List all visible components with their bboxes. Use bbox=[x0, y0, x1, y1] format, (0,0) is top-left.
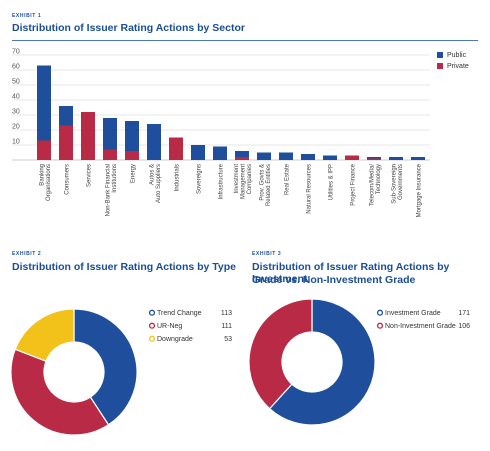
slice-non-investment-grade bbox=[248, 298, 313, 410]
bar-public bbox=[367, 157, 381, 159]
exhibit-3-label: EXHIBIT 3 bbox=[252, 251, 282, 257]
exhibit-1-title: Distribution of Issuer Rating Actions by… bbox=[12, 22, 245, 34]
x-category-label: Companies bbox=[247, 164, 253, 194]
bar-public bbox=[125, 121, 139, 151]
bar-public bbox=[37, 65, 51, 141]
bar-public bbox=[147, 124, 161, 160]
x-category-label: Organisations bbox=[46, 164, 52, 201]
legend-value: 53 bbox=[224, 336, 232, 343]
legend-marker bbox=[148, 322, 156, 329]
y-tick-label: 40 bbox=[12, 94, 20, 101]
x-category-label: Utilities & IPP bbox=[329, 164, 335, 200]
exhibit-3-title-line1: Distribution of Issuer Rating Actions by… bbox=[252, 261, 450, 285]
x-category-label: Natural Resources bbox=[307, 164, 313, 214]
x-category-label: Investment bbox=[234, 164, 240, 194]
x-category-label: Consumers bbox=[65, 164, 71, 195]
legend-marker bbox=[376, 322, 384, 329]
exhibit-2-label: EXHIBIT 2 bbox=[12, 251, 42, 257]
y-tick-label: 60 bbox=[12, 64, 20, 71]
legend-value: 111 bbox=[221, 323, 232, 330]
x-category-label: Management bbox=[241, 164, 247, 199]
x-category-label: Autos & bbox=[149, 164, 155, 185]
legend-label: UR-Neg bbox=[157, 323, 182, 330]
bar-public bbox=[191, 145, 205, 160]
bar-public bbox=[213, 146, 227, 160]
bar-public bbox=[103, 118, 117, 150]
x-category-label: Real Estate bbox=[285, 163, 291, 195]
x-category-label: Technology bbox=[376, 164, 382, 194]
legend-label: Trend Change bbox=[157, 310, 202, 317]
bar-public bbox=[411, 157, 425, 160]
y-tick-label: 10 bbox=[12, 139, 20, 146]
x-category-label: Banking bbox=[39, 164, 45, 186]
x-category-label: Sub-Sovereign bbox=[391, 164, 397, 204]
legend-marker bbox=[148, 335, 156, 342]
slice-ur-neg bbox=[10, 348, 110, 436]
bar-public bbox=[279, 152, 293, 160]
bar-private bbox=[81, 112, 95, 160]
y-tick-label: 50 bbox=[12, 79, 20, 86]
bar-private bbox=[125, 151, 139, 160]
x-category-label: Non-Bank Financial bbox=[105, 164, 111, 216]
legend-marker bbox=[148, 309, 156, 316]
legend-label: Investment Grade bbox=[385, 310, 441, 317]
bar-public bbox=[257, 152, 271, 160]
x-category-label: Telecom/Media/ bbox=[369, 164, 375, 206]
y-tick-label: 70 bbox=[12, 49, 20, 56]
bar-private bbox=[345, 155, 359, 160]
bar-private bbox=[103, 149, 117, 160]
exhibit-3-title-line2: Grade vs. Non-Investment Grade bbox=[252, 274, 416, 286]
slice-investment-grade bbox=[268, 298, 376, 426]
bar-public bbox=[235, 151, 249, 157]
x-category-label: Industrials bbox=[175, 164, 181, 191]
exhibit-1-rule bbox=[12, 40, 478, 41]
exhibit-1-label: EXHIBIT 1 bbox=[12, 13, 42, 19]
legend-swatch-private bbox=[437, 63, 443, 69]
x-category-label: Energy bbox=[131, 164, 137, 183]
bar-public bbox=[323, 155, 337, 160]
legend-label: Downgrade bbox=[157, 336, 193, 343]
rating-type-donut: Trend Change 113 UR-Neg 111 Downgrade 53 bbox=[10, 308, 232, 436]
bar-private bbox=[37, 140, 51, 160]
bar-private bbox=[235, 157, 249, 160]
x-category-label: Project Finance bbox=[351, 163, 357, 205]
legend-value: 113 bbox=[221, 310, 232, 317]
x-category-label: Related Entities bbox=[266, 164, 272, 206]
sector-bar-chart: 10 20 30 40 50 60 70 Banking Organisations Consum… bbox=[12, 49, 469, 217]
legend-value: 171 bbox=[458, 310, 470, 317]
y-tick-label: 20 bbox=[12, 124, 20, 131]
bar-public bbox=[301, 154, 315, 160]
slice-downgrade bbox=[14, 308, 75, 362]
legend-label-private: Private bbox=[447, 63, 469, 70]
legend-swatch-public bbox=[437, 52, 443, 58]
legend-label-public: Public bbox=[447, 52, 467, 59]
x-category-label: Mortgage Insurance bbox=[417, 163, 423, 217]
bar-private bbox=[59, 125, 73, 160]
x-category-label: Institutions bbox=[112, 164, 118, 193]
legend-label: Non-Investment Grade bbox=[385, 323, 456, 330]
slice-trend-change bbox=[73, 308, 138, 426]
exhibit-2-title: Distribution of Issuer Rating Actions by… bbox=[12, 261, 237, 273]
bar-private bbox=[169, 137, 183, 160]
legend-value: 106 bbox=[458, 323, 470, 330]
x-category-label: Services bbox=[87, 164, 93, 187]
y-tick-label: 30 bbox=[12, 109, 20, 116]
bar-public bbox=[389, 157, 403, 160]
x-category-label: Sovereigns bbox=[197, 164, 203, 194]
x-category-label: Prov. Govts & bbox=[259, 164, 265, 201]
x-category-label: Auto Suppliers bbox=[156, 164, 162, 203]
legend-marker bbox=[376, 309, 384, 316]
bar-public bbox=[59, 106, 73, 126]
x-category-label: Governments bbox=[398, 164, 404, 200]
bar-private bbox=[367, 158, 381, 160]
x-category-label: Infrastructure bbox=[219, 163, 225, 199]
